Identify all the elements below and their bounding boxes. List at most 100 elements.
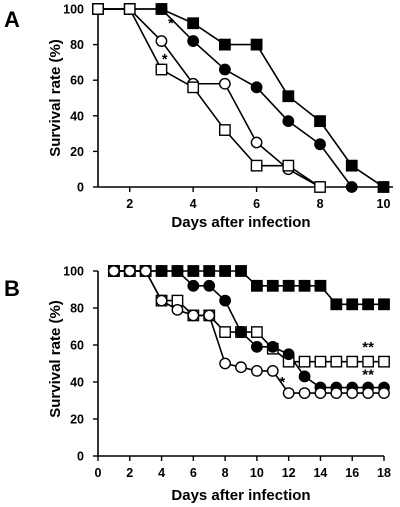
panel-b-y-tick-label: 20 bbox=[70, 413, 84, 427]
panel-b-significance-annotation: * bbox=[279, 374, 285, 391]
panel-a-point-open-square bbox=[123, 3, 136, 15]
panel-b-point-filled-square bbox=[203, 265, 216, 277]
panel-b-significance-annotation: ** bbox=[362, 367, 374, 384]
panel-a-point-open-square bbox=[218, 124, 231, 136]
panel-a-x-tick-label: 10 bbox=[377, 197, 391, 211]
panel-b-point-open-circle bbox=[123, 265, 136, 277]
panel-b-y-tick-label: 100 bbox=[63, 265, 84, 279]
panel-a-y-tick-label: 60 bbox=[70, 74, 84, 88]
panel-a-point-filled-circle bbox=[155, 3, 168, 15]
panel-b-point-filled-circle bbox=[187, 279, 200, 292]
panel-a-point-filled-square bbox=[345, 159, 358, 172]
panel-a-point-filled-circle bbox=[187, 35, 200, 47]
panel-a-x-tick-label: 2 bbox=[126, 197, 133, 211]
panel-b-point-filled-square bbox=[362, 298, 375, 311]
panel-a-point-open-square bbox=[187, 81, 200, 94]
panel-b-x-tick-label: 10 bbox=[250, 466, 264, 480]
panel-a-y-tick-label: 100 bbox=[63, 3, 84, 17]
panel-b-point-open-circle bbox=[187, 309, 200, 322]
panel-b-y-tick-label: 80 bbox=[70, 302, 84, 316]
panel-a-point-filled-circle bbox=[345, 181, 358, 193]
panel-b-x-tick-label: 4 bbox=[158, 466, 165, 480]
panel-b-point-open-circle bbox=[298, 387, 311, 399]
panel-b-point-filled-square bbox=[298, 279, 311, 292]
panel-a-y-tick-label: 80 bbox=[70, 38, 84, 52]
panel-b-point-open-square bbox=[378, 355, 390, 368]
panel-b-x-tick-label: 14 bbox=[313, 466, 327, 480]
panel-b-x-tick-label: 2 bbox=[126, 466, 133, 480]
panel-a-point-filled-square bbox=[314, 115, 326, 128]
panel-b-point-open-circle bbox=[107, 265, 120, 277]
panel-a-series-filled-circle-line bbox=[98, 8, 353, 188]
panel-b-point-filled-square bbox=[282, 279, 295, 292]
panel-a-point-filled-square bbox=[218, 38, 231, 51]
panel-b-x-tick-label: 18 bbox=[377, 466, 391, 480]
panel-b-point-filled-square bbox=[250, 279, 263, 292]
panel-b-y-tick-label: 60 bbox=[70, 339, 84, 353]
panel-a-y-axis-title: Survival rate (%) bbox=[47, 39, 64, 157]
panel-b-point-open-square bbox=[298, 355, 311, 368]
panel-letter-b: B bbox=[4, 276, 20, 301]
panel-a-point-filled-square bbox=[282, 90, 295, 103]
panel-b-point-filled-square bbox=[235, 265, 247, 277]
panel-b-point-open-circle bbox=[171, 303, 184, 316]
panel-b-point-filled-circle bbox=[298, 370, 311, 383]
panel-a-x-tick-label: 8 bbox=[317, 197, 324, 211]
panel-b-point-filled-circle bbox=[219, 294, 232, 307]
panel-b-point-filled-circle bbox=[282, 348, 295, 361]
panel-a-y-tick-label: 20 bbox=[70, 145, 84, 159]
panel-a-point-filled-square bbox=[377, 181, 390, 193]
panel-b-point-open-circle bbox=[203, 309, 216, 322]
panel-b-x-axis-title: Days after infection bbox=[171, 487, 310, 504]
panel-b-point-open-circle bbox=[250, 364, 263, 377]
panel-a-point-filled-circle bbox=[282, 115, 295, 128]
panel-b-point-open-circle bbox=[235, 361, 247, 374]
panel-a-point-open-square bbox=[250, 159, 263, 172]
panel-b-point-open-circle bbox=[378, 387, 390, 399]
panel-b-x-tick-label: 16 bbox=[345, 466, 359, 480]
panel-a-x-axis-title: Days after infection bbox=[171, 214, 310, 231]
panel-a-x-tick-label: 6 bbox=[253, 197, 260, 211]
panel-a-point-filled-square bbox=[187, 17, 200, 30]
panel-b-point-filled-square bbox=[266, 279, 279, 292]
panel-b-point-filled-circle bbox=[235, 326, 247, 338]
panel-b-y-axis-title: Survival rate (%) bbox=[47, 300, 64, 418]
panel-b-point-open-circle bbox=[330, 387, 343, 399]
panel-a-point-filled-circle bbox=[314, 138, 326, 151]
panel-b-point-filled-circle bbox=[250, 340, 263, 353]
panel-a-point-filled-circle bbox=[218, 63, 231, 76]
panel-a-point-filled-square bbox=[250, 38, 263, 51]
panel-b-point-filled-circle bbox=[203, 279, 216, 292]
panel-b-point-open-square bbox=[330, 355, 343, 368]
panel-a-point-open-circle bbox=[218, 77, 231, 90]
panel-a-point-open-square bbox=[92, 3, 104, 15]
panel-letter-a: A bbox=[4, 7, 20, 32]
panel-b-point-open-circle bbox=[139, 265, 152, 277]
panel-b-point-open-circle bbox=[219, 357, 232, 370]
panel-a-point-filled-circle bbox=[250, 81, 263, 94]
panel-a-series-filled-square-line bbox=[98, 8, 384, 188]
panel-b-y-tick-label: 40 bbox=[70, 376, 84, 390]
panel-b-point-filled-circle bbox=[155, 265, 168, 277]
panel-b-point-open-circle bbox=[266, 364, 279, 377]
panel-b-point-filled-square bbox=[314, 279, 327, 292]
panel-a-point-open-square bbox=[282, 159, 295, 172]
panel-b-point-filled-circle bbox=[266, 340, 279, 353]
panel-b-x-tick-label: 8 bbox=[222, 466, 229, 480]
panel-b-point-filled-square bbox=[346, 298, 359, 311]
panel-b-point-filled-square bbox=[219, 265, 232, 277]
panel-b-point-open-circle bbox=[314, 387, 327, 399]
panel-b-point-filled-square bbox=[187, 265, 200, 277]
panel-a-significance-annotation: * bbox=[162, 51, 168, 68]
panel-a-point-open-circle bbox=[250, 136, 263, 149]
panel-b-x-tick-label: 0 bbox=[95, 466, 102, 480]
panel-b-point-open-square bbox=[314, 355, 327, 368]
panel-b-point-open-circle bbox=[282, 387, 295, 399]
panel-a-y-tick-label: 40 bbox=[70, 109, 84, 123]
panel-b-series-open-square-line bbox=[113, 270, 384, 363]
panel-a-point-open-square bbox=[155, 63, 168, 76]
